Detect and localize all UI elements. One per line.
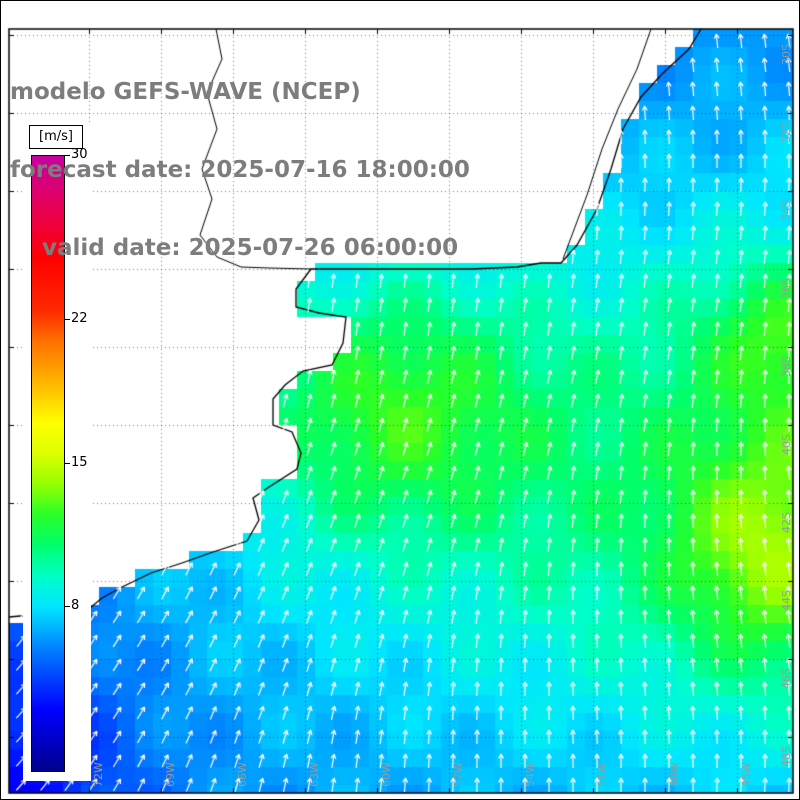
- colorbar-tick-30: 30: [71, 147, 88, 162]
- colorbar-tick-8: 8: [71, 598, 80, 613]
- colorbar-tickmark: [65, 319, 70, 320]
- colorbar-tickmark: [65, 462, 70, 464]
- colorbar-tick-22: 22: [71, 311, 88, 326]
- colorbar-tickmark: [65, 606, 70, 607]
- header: modelo GEFS-WAVE (NCEP) forecast date: 2…: [10, 27, 470, 313]
- colorbar-unit-label: [m/s]: [29, 125, 83, 149]
- colorbar-tickmark: [65, 155, 70, 156]
- model-title: modelo GEFS-WAVE (NCEP): [10, 79, 361, 105]
- colorbar-gradient: [31, 155, 65, 772]
- colorbar: [m/s] 30 22 15 8: [23, 125, 91, 781]
- valid-date-line: valid date: 2025-07-26 06:00:00: [10, 235, 459, 261]
- colorbar-tick-15: 15: [71, 454, 88, 470]
- forecast-date-line: forecast date: 2025-07-16 18:00:00: [10, 157, 470, 183]
